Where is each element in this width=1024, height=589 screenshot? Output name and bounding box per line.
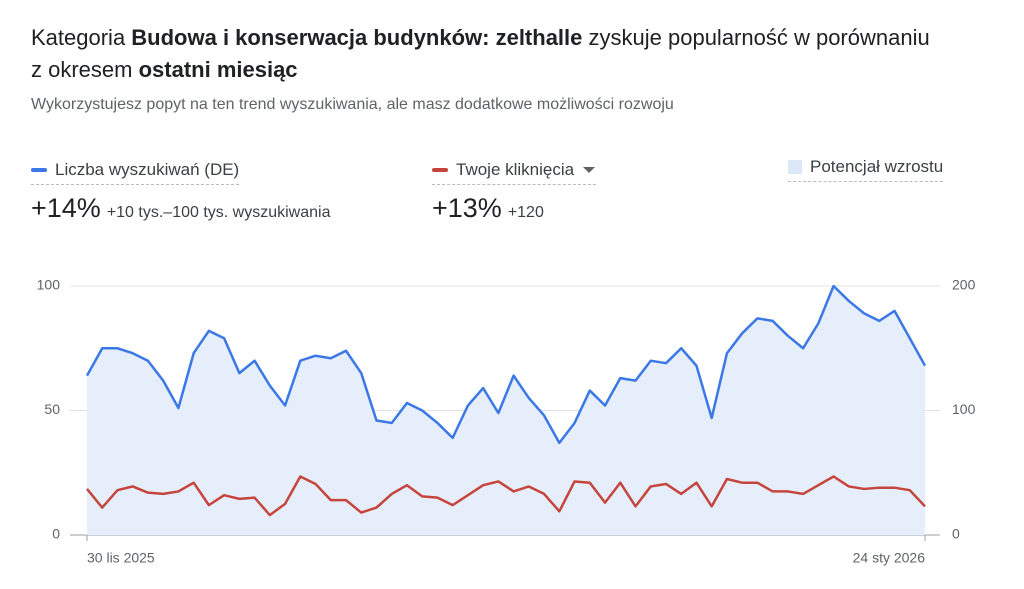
y2-tick-label: 0 — [952, 526, 960, 542]
title: Kategoria Budowa i konserwacja budynków:… — [31, 22, 931, 86]
y2-tick-label: 200 — [952, 277, 976, 293]
growth-area — [87, 286, 925, 535]
legend-label: Liczba wyszukiwań (DE) — [55, 160, 240, 179]
legend-swatch — [31, 168, 47, 172]
legend-label: Potencjał wzrostu — [810, 157, 944, 176]
x-tick-label: 24 sty 2026 — [853, 550, 926, 566]
legend-label: Twoje kliknięcia — [456, 160, 575, 179]
legend-item[interactable]: Twoje kliknięcia +13% +120 — [432, 157, 597, 224]
change: +14% — [31, 193, 101, 223]
legend-item: Potencjał wzrostu — [788, 157, 944, 182]
dropdown-icon[interactable] — [582, 165, 596, 175]
y-tick-label: 0 — [52, 526, 60, 542]
detail: +10 tys.–100 tys. wyszukiwania — [106, 204, 331, 221]
y2-tick-label: 100 — [952, 401, 976, 417]
title-part: Budowa i konserwacja budynków: zelthalle — [131, 25, 583, 50]
title-part: zyskuje popularność w porównaniu z okres… — [31, 25, 936, 82]
x-tick-label: 30 lis 2025 — [87, 550, 155, 566]
legend-swatch — [788, 160, 802, 174]
y-tick-label: 100 — [37, 277, 61, 293]
legend-swatch — [432, 168, 448, 172]
subtitle: Wykorzystujesz popyt na ten trend wyszuk… — [31, 96, 674, 113]
title-part: ostatni miesiąc — [138, 57, 298, 82]
y-tick-label: 50 — [44, 401, 60, 417]
title-part: Kategoria — [31, 25, 132, 50]
legend-item: Liczba wyszukiwań (DE) +14% +10 tys.–100 … — [31, 157, 330, 224]
series-line — [85, 284, 927, 445]
change: +13% — [432, 193, 502, 223]
detail: +120 — [507, 204, 544, 221]
series-line — [86, 475, 926, 517]
